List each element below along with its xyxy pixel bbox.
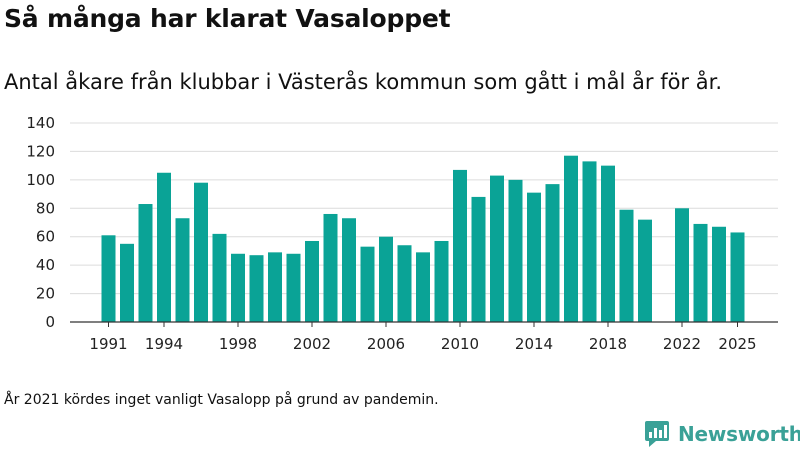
x-tick-label-2006: 2006 xyxy=(367,335,405,353)
y-tick-label-80: 80 xyxy=(36,199,55,217)
bar-2016 xyxy=(564,155,578,322)
bar-2019 xyxy=(619,209,634,322)
brand-name: Newsworthy xyxy=(678,422,800,446)
bar-1999 xyxy=(249,255,264,322)
x-tick-label-2010: 2010 xyxy=(441,335,479,353)
bar-2013 xyxy=(508,179,523,322)
bar-2020 xyxy=(638,219,652,322)
bar-1991 xyxy=(101,235,116,322)
bar-2007 xyxy=(397,245,412,322)
bar-2003 xyxy=(323,213,338,322)
bar-2001 xyxy=(286,253,301,322)
bar-2017 xyxy=(582,161,597,322)
x-axis xyxy=(70,321,778,327)
bar-2023 xyxy=(693,223,708,322)
x-tick-label-2002: 2002 xyxy=(293,335,331,353)
x-tick-label-1998: 1998 xyxy=(219,335,257,353)
bar-chart: 0 20 40 60 80 100 120 140 1991 1994 1998 2002 2006 2… xyxy=(26,114,778,353)
y-tick-label-100: 100 xyxy=(26,171,55,189)
x-tick-label-2025: 2025 xyxy=(718,335,756,353)
bar-2009 xyxy=(434,240,449,322)
chart-title: Så många har klarat Vasaloppet xyxy=(4,4,451,33)
y-tick-label-40: 40 xyxy=(36,256,55,274)
y-tick-label-120: 120 xyxy=(26,142,55,160)
bar-2008 xyxy=(416,252,430,322)
brand-logo[interactable]: Newsworthy xyxy=(644,418,800,450)
x-tick-labels: 1991 1994 1998 2002 2006 2010 2014 2018 2022 2025 xyxy=(89,335,756,353)
bar-2011 xyxy=(471,196,486,322)
newsworthy-logo-icon xyxy=(645,421,669,447)
bar-2000 xyxy=(268,252,282,322)
x-tick-label-2014: 2014 xyxy=(515,335,553,353)
bar-2004 xyxy=(342,218,356,322)
y-tick-labels: 0 20 40 60 80 100 120 140 xyxy=(26,114,55,331)
bar-1993 xyxy=(138,204,153,322)
bar-2002 xyxy=(305,240,319,322)
bar-1992 xyxy=(120,243,134,322)
bar-2025 xyxy=(730,232,745,322)
bar-2022 xyxy=(675,208,689,322)
bar-2024 xyxy=(712,226,726,322)
bar-2015 xyxy=(545,184,560,322)
y-tick-label-140: 140 xyxy=(26,114,55,132)
x-tick-label-2018: 2018 xyxy=(589,335,627,353)
bar-1998 xyxy=(231,253,245,322)
bar-1995 xyxy=(175,218,190,322)
bar-2012 xyxy=(490,175,504,322)
bars xyxy=(101,155,745,322)
x-tick-label-1991: 1991 xyxy=(89,335,127,353)
bar-2005 xyxy=(360,246,375,322)
bar-2018 xyxy=(601,165,615,322)
bar-1997 xyxy=(212,233,227,322)
y-tick-label-60: 60 xyxy=(36,228,55,246)
bar-1994 xyxy=(157,172,171,322)
chart-subtitle: Antal åkare från klubbar i Västerås komm… xyxy=(4,70,722,94)
bar-2010 xyxy=(453,169,467,322)
footnote: År 2021 kördes inget vanligt Vasalopp på… xyxy=(4,392,439,408)
bar-2006 xyxy=(379,236,393,322)
y-tick-label-20: 20 xyxy=(36,285,55,303)
x-tick-label-1994: 1994 xyxy=(145,335,183,353)
bar-1996 xyxy=(194,182,208,322)
y-tick-label-0: 0 xyxy=(45,313,55,331)
bar-2014 xyxy=(527,192,541,322)
x-tick-label-2022: 2022 xyxy=(663,335,701,353)
